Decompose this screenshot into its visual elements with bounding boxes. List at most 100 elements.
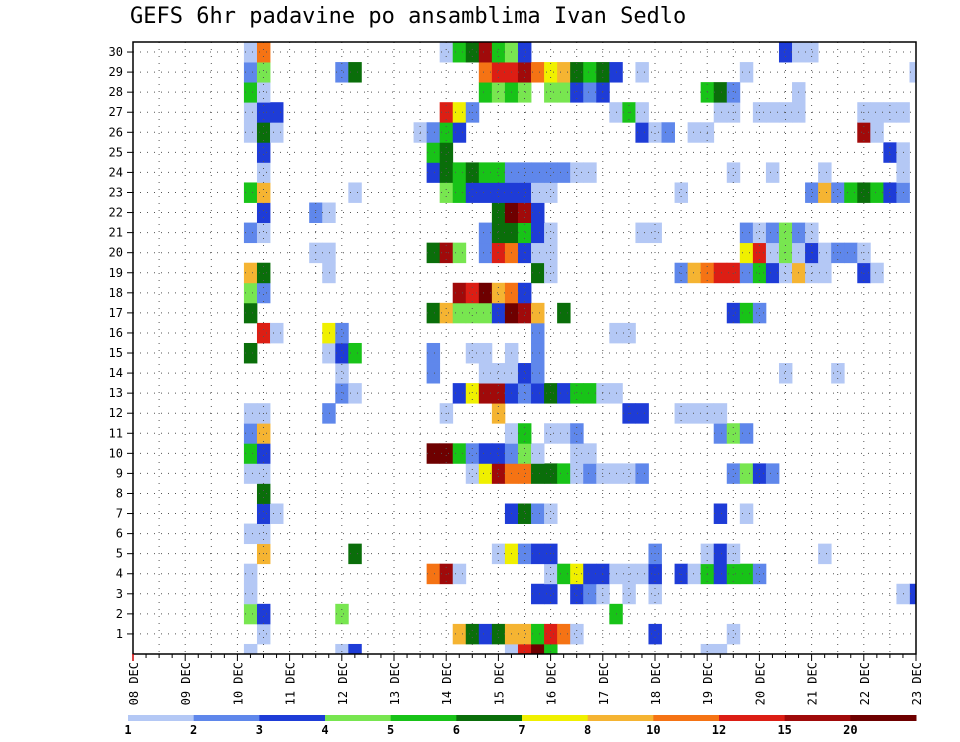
heatmap-cell — [726, 82, 741, 103]
heatmap-cell — [491, 282, 506, 304]
heatmap-cell — [348, 342, 362, 364]
x-tick-label: 08 DEC — [127, 662, 141, 705]
heatmap-cell — [256, 603, 271, 625]
legend-swatch — [390, 715, 457, 721]
legend-label: 1 — [124, 723, 131, 737]
heatmap-cell — [478, 42, 493, 63]
heatmap-cell — [531, 623, 545, 645]
y-tick-label: 28 — [109, 85, 123, 99]
heatmap-cell — [544, 222, 558, 244]
heatmap-cell — [426, 162, 441, 183]
heatmap-cell — [478, 82, 493, 103]
heatmap-cell — [478, 242, 493, 264]
heatmap-cell — [256, 82, 271, 103]
heatmap-cell — [491, 443, 506, 464]
heatmap-cell — [531, 643, 545, 655]
heatmap-cell — [531, 162, 545, 183]
heatmap-cell — [256, 443, 271, 464]
heatmap-cell — [256, 463, 271, 484]
heatmap-cell — [243, 563, 258, 585]
x-tick-label: 17 DEC — [597, 662, 611, 705]
heatmap-cell — [739, 563, 754, 585]
heatmap-cell — [570, 423, 584, 444]
y-tick-label: 9 — [116, 466, 123, 480]
heatmap-cell — [243, 463, 258, 484]
heatmap-cell — [765, 262, 780, 284]
heatmap-cell — [517, 282, 532, 304]
heatmap-cell — [243, 583, 258, 605]
heatmap-cell — [583, 443, 597, 464]
heatmap-cell — [491, 42, 506, 63]
heatmap-cell — [452, 162, 467, 183]
heatmap-cell — [739, 62, 754, 83]
heatmap-cell — [713, 563, 728, 585]
heatmap-cell — [517, 222, 532, 244]
heatmap-cell — [491, 202, 506, 223]
heatmap-cell — [726, 563, 741, 585]
heatmap-cell — [726, 162, 741, 183]
y-tick-label: 5 — [116, 547, 123, 561]
heatmap-cell — [478, 342, 493, 364]
heatmap-cell — [270, 503, 284, 524]
legend-label: 7 — [518, 723, 525, 737]
y-tick-label: 24 — [109, 165, 123, 179]
y-tick-label: 23 — [109, 185, 123, 199]
heatmap-cell — [256, 162, 271, 183]
x-tick-label: 14 DEC — [440, 662, 454, 705]
heatmap-cell — [635, 102, 649, 123]
heatmap-cell — [531, 583, 545, 605]
legend-label: 12 — [712, 723, 726, 737]
heatmap-cell — [243, 423, 258, 444]
heatmap-cell — [544, 182, 558, 203]
y-tick-label: 29 — [109, 65, 123, 79]
heatmap-cell — [243, 282, 258, 304]
legend-label: 10 — [646, 723, 660, 737]
heatmap-cell — [517, 503, 532, 524]
heatmap-cell — [256, 523, 271, 545]
x-axis: 08 DEC 09 DEC 10 DEC 11 DEC 12 DEC 13 DEC 14 D… — [127, 654, 924, 705]
heatmap-cell — [256, 202, 271, 223]
legend-swatch — [587, 715, 654, 721]
legend-label: 2 — [190, 723, 197, 737]
heatmap-cell — [478, 222, 493, 244]
heatmap-cell — [452, 42, 467, 63]
heatmap-cell — [870, 122, 884, 143]
heatmap-cell — [465, 282, 480, 304]
heatmap-cell — [752, 563, 767, 585]
heatmap-cell — [531, 363, 545, 384]
heatmap-cell — [544, 503, 558, 524]
heatmap-cell — [256, 483, 271, 504]
x-tick-label: 21 DEC — [806, 662, 820, 705]
heatmap-cell — [256, 503, 271, 524]
legend-label: 15 — [777, 723, 791, 737]
heatmap-cell — [739, 222, 754, 244]
color-legend: 1 2 3 4 5 6 7 8 10 12 15 20 — [124, 715, 917, 737]
heatmap-cell — [335, 643, 349, 655]
heatmap-cell — [531, 543, 545, 565]
heatmap-cell — [583, 463, 597, 484]
heatmap-cell — [491, 162, 506, 183]
y-tick-label: 26 — [109, 125, 123, 139]
legend-swatch — [325, 715, 392, 721]
y-tick-label: 15 — [109, 346, 123, 360]
y-tick-label: 25 — [109, 145, 123, 159]
heatmap-cell — [426, 443, 441, 464]
legend-label: 5 — [387, 723, 394, 737]
heatmap-cell — [256, 262, 271, 284]
y-tick-label: 8 — [116, 486, 123, 500]
heatmap-cell — [426, 142, 441, 163]
heatmap-cell — [243, 102, 258, 123]
heatmap-cell — [909, 62, 917, 83]
heatmap-cell — [583, 82, 597, 103]
heatmap-cell — [426, 342, 441, 364]
y-tick-label: 11 — [109, 426, 123, 440]
heatmap-cell — [752, 302, 767, 324]
heatmap-cell — [491, 182, 506, 203]
y-tick-label: 19 — [109, 266, 123, 280]
heatmap-cell — [765, 102, 780, 123]
heatmap-cell — [635, 62, 649, 83]
legend-swatch — [259, 715, 326, 721]
heatmap-cell — [348, 543, 362, 565]
heatmap-cell — [818, 162, 832, 183]
heatmap-cell — [452, 563, 467, 585]
